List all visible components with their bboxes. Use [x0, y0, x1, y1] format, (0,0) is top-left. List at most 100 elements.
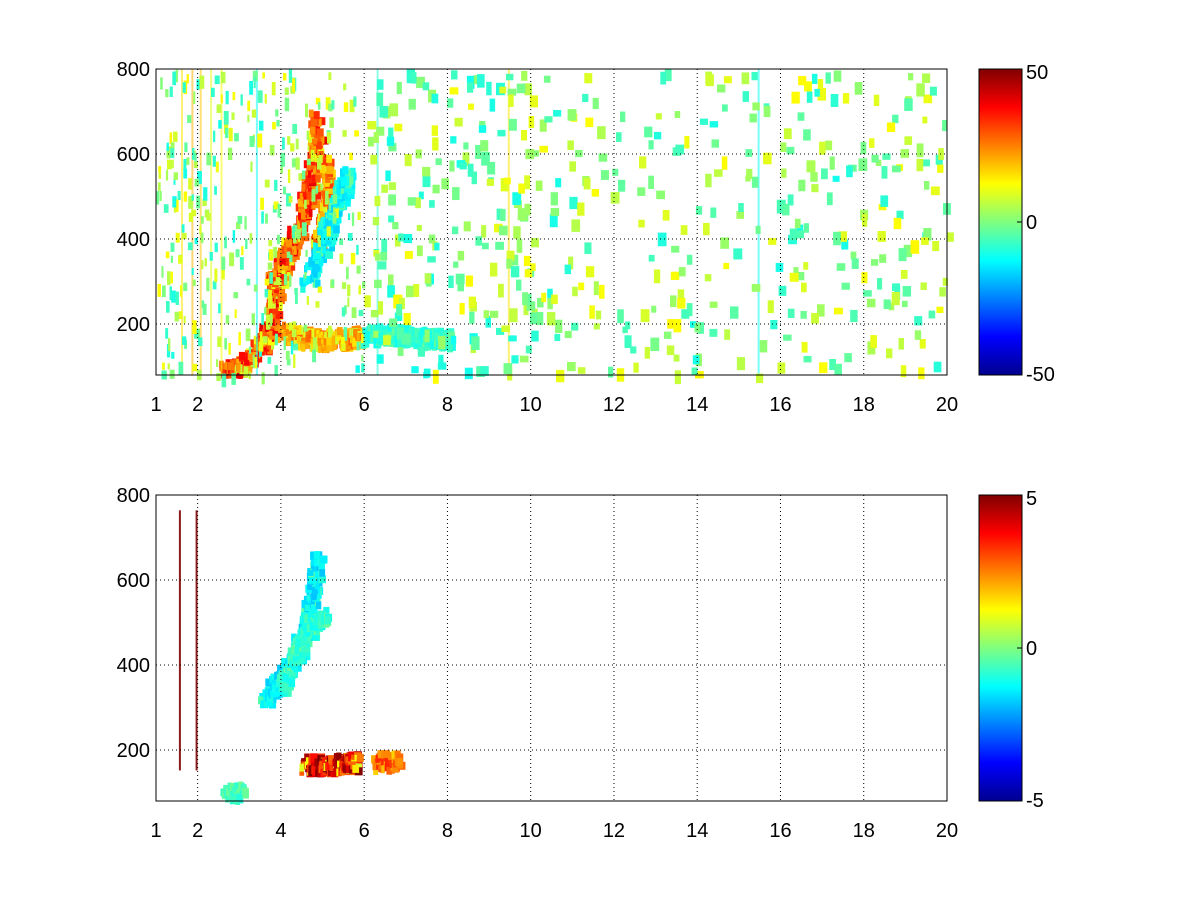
heatmap-cell — [471, 171, 477, 185]
x-tick-label: 10 — [520, 394, 542, 416]
heatmap-cell — [336, 768, 340, 777]
heatmap-cell — [204, 258, 207, 267]
heatmap-cell — [243, 366, 249, 378]
heatmap-cell — [763, 106, 771, 118]
heatmap-cell — [535, 180, 543, 191]
heatmap-cell — [188, 178, 192, 190]
heatmap-cell — [861, 272, 868, 284]
heatmap-cell — [504, 177, 511, 185]
heatmap-cell — [228, 362, 236, 371]
heatmap-cell — [342, 764, 346, 773]
heatmap-cell — [595, 310, 602, 320]
heatmap-cell — [916, 158, 924, 172]
heatmap-cell — [283, 73, 287, 81]
heatmap-cell — [157, 283, 161, 297]
heatmap-cell — [306, 639, 310, 648]
heatmap-cell — [266, 684, 271, 693]
heatmap-cell — [267, 262, 273, 270]
heatmap-cell — [201, 260, 204, 270]
heatmap-cell — [844, 353, 852, 363]
heatmap-cell — [782, 203, 790, 216]
heatmap-cell — [240, 94, 243, 106]
heatmap-cell — [162, 362, 165, 370]
heatmap-cell — [442, 338, 450, 347]
heatmap-cell — [291, 329, 297, 338]
heatmap-cell — [438, 336, 446, 350]
heatmap-cell — [554, 333, 561, 342]
heatmap-cell — [318, 561, 325, 570]
heatmap-cell — [507, 88, 517, 96]
heatmap-cell — [194, 237, 198, 245]
heatmap-cell — [173, 131, 178, 142]
heatmap-cell — [283, 672, 287, 681]
x-tick-label: 14 — [686, 820, 708, 842]
heatmap-cell — [403, 234, 413, 244]
heatmap-cell — [376, 92, 384, 106]
heatmap-cell — [268, 240, 273, 247]
heatmap-cell — [582, 93, 589, 102]
heatmap-cell — [333, 225, 340, 234]
heatmap-cell — [462, 152, 470, 166]
heatmap-cell — [395, 337, 399, 346]
heatmap-cell — [431, 125, 439, 136]
heatmap-cell — [194, 329, 199, 339]
x-tick-label: 6 — [359, 820, 370, 842]
heatmap-cell — [555, 319, 563, 333]
heatmap-cell — [468, 296, 476, 309]
heatmap-cell — [186, 157, 190, 165]
heatmap-cell — [506, 258, 513, 269]
heatmap-cell — [923, 159, 931, 167]
heatmap-cell — [237, 215, 243, 224]
heatmap-cell — [277, 264, 282, 273]
heatmap-cell — [551, 294, 558, 305]
heatmap-cell — [304, 271, 307, 279]
heatmap-cell — [625, 321, 631, 330]
heatmap-cell — [457, 283, 464, 292]
heatmap-cell — [690, 321, 697, 328]
heatmap-cell — [424, 329, 430, 343]
heatmap-cell — [280, 271, 285, 280]
heatmap-cell — [358, 309, 364, 317]
heatmap-cell — [429, 200, 435, 208]
heatmap-cell — [169, 132, 173, 145]
heatmap-cell — [508, 118, 517, 131]
heatmap-cell — [264, 278, 270, 286]
heatmap-cell — [300, 655, 306, 664]
heatmap-cell — [295, 203, 301, 212]
heatmap-cell — [694, 323, 701, 333]
heatmap-cell — [778, 285, 787, 296]
heatmap-cell — [341, 282, 347, 289]
heatmap-cell — [181, 224, 185, 233]
heatmap-cell — [183, 316, 186, 324]
heatmap-cell — [803, 223, 810, 233]
heatmap-cell — [333, 768, 339, 777]
heatmap-cell — [191, 209, 197, 217]
heatmap-cell — [286, 239, 293, 248]
heatmap-cell — [316, 157, 322, 170]
heatmap-cell — [780, 142, 787, 152]
heatmap-cell — [299, 763, 304, 772]
heatmap-cell — [313, 551, 321, 560]
heatmap-cell — [511, 254, 519, 266]
axes-box — [155, 494, 948, 802]
heatmap-streak — [210, 69, 213, 375]
heatmap-cell — [916, 83, 925, 97]
heatmap-cell — [793, 267, 799, 276]
axes-box — [155, 68, 948, 376]
heatmap-cell — [263, 691, 268, 700]
heatmap-cell — [673, 354, 680, 362]
heatmap-cell — [317, 146, 322, 155]
heatmap-cell — [215, 161, 219, 173]
heatmap-cell — [315, 174, 321, 183]
heatmap-cell — [266, 698, 273, 707]
heatmap-cell — [589, 305, 595, 319]
heatmap-cell — [738, 203, 744, 213]
heatmap-cell — [387, 751, 392, 760]
heatmap-cell — [311, 604, 318, 613]
heatmap-cell — [269, 341, 275, 350]
heatmap-cell — [251, 313, 255, 326]
heatmap-cell — [391, 750, 396, 759]
heatmap-cell — [422, 82, 430, 91]
x-tick-label: 4 — [275, 394, 286, 416]
heatmap-cell — [308, 630, 314, 638]
